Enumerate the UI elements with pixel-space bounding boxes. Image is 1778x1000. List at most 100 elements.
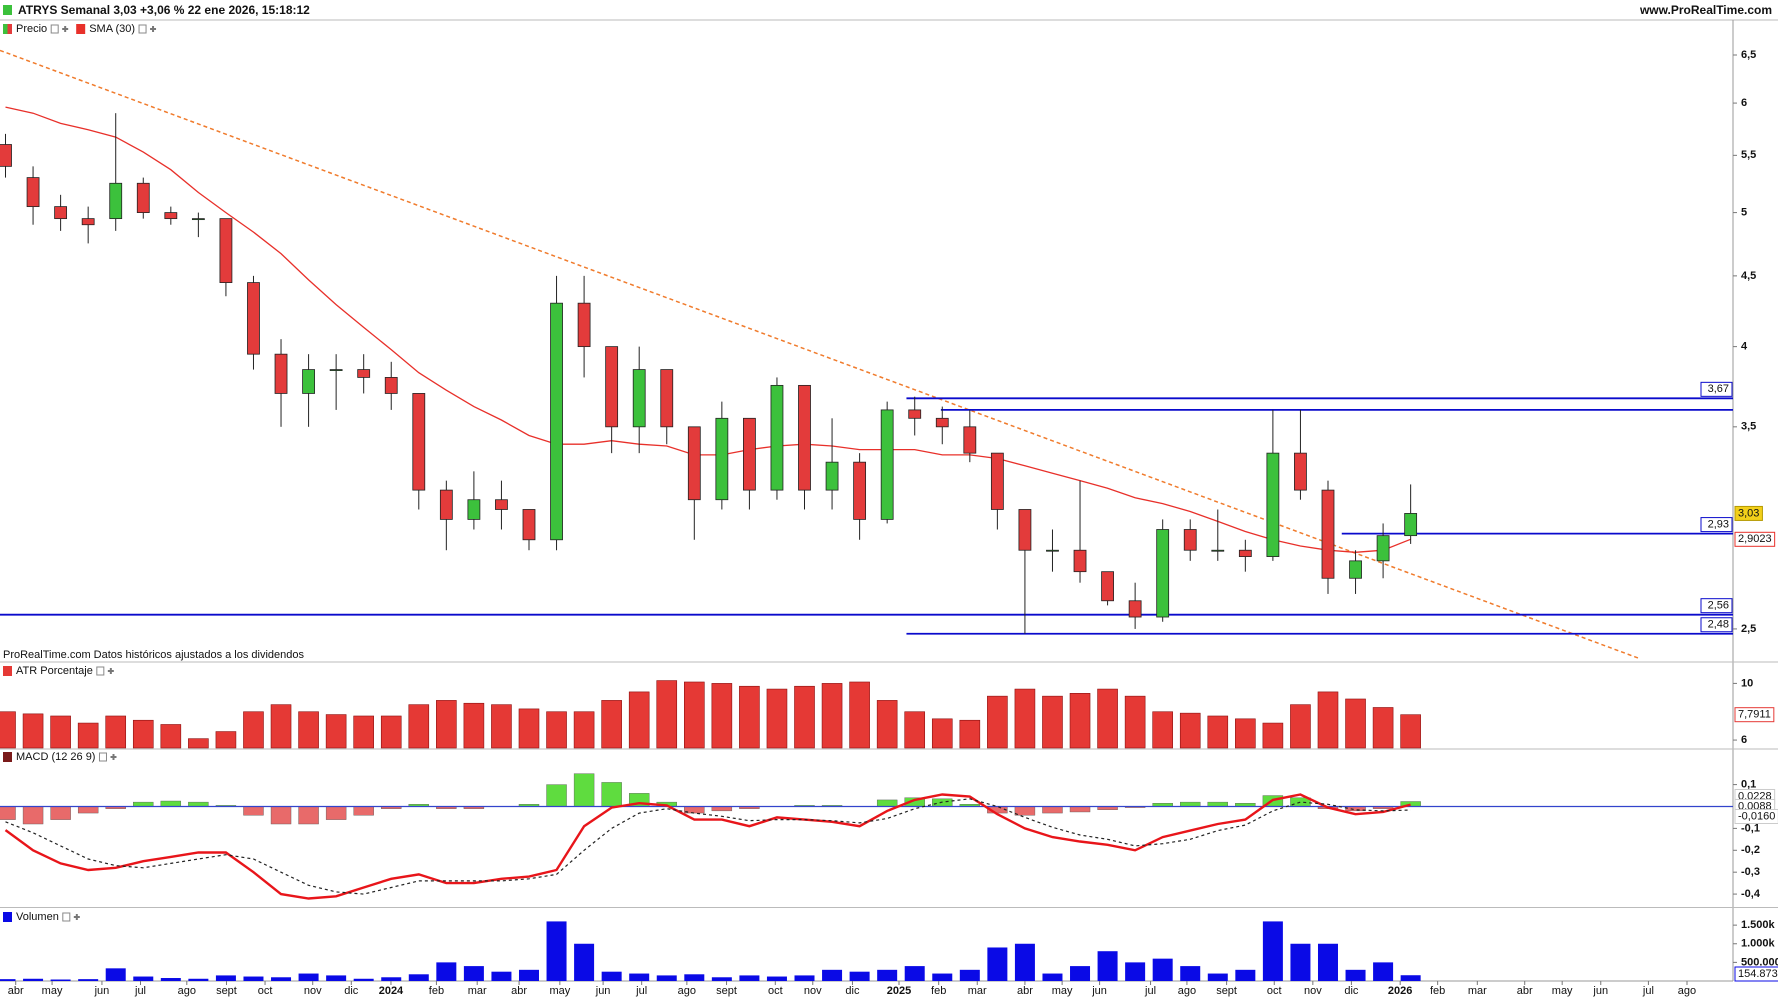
bar (821, 683, 843, 749)
y-tick-label: 10 (1741, 677, 1753, 689)
legend-label[interactable]: MACD (12 26 9) (16, 751, 95, 763)
legend-settings-icon[interactable] (96, 666, 105, 676)
candle-body (495, 499, 508, 510)
macd-histogram-bar (325, 806, 347, 820)
bar (160, 978, 181, 981)
candle-body (1349, 560, 1362, 579)
macd-histogram-bar (243, 806, 264, 816)
macd-histogram-bar (270, 806, 292, 825)
candle-body (908, 409, 922, 419)
x-tick-label: nov (1304, 985, 1322, 997)
bar (601, 971, 622, 981)
bar (684, 681, 705, 749)
legend-label[interactable]: ATR Porcentaje (16, 665, 93, 677)
macd-histogram-bar (1014, 806, 1036, 816)
legend-label[interactable]: Precio (16, 23, 47, 35)
x-tick-label: abr (1017, 985, 1033, 997)
legend-label[interactable]: SMA (30) (89, 23, 135, 35)
y-tick-label: 0,1 (1741, 779, 1756, 791)
legend-settings-icon[interactable] (50, 24, 59, 34)
bar (215, 975, 236, 981)
x-tick-label: feb (931, 985, 946, 997)
x-tick-label: jul (1144, 985, 1156, 997)
candle-body (1404, 513, 1418, 537)
x-tick-label: sept (716, 985, 737, 997)
bar (711, 977, 732, 981)
bar (491, 704, 512, 749)
legend-label[interactable]: Volumen (16, 911, 59, 923)
legend-settings-icon[interactable] (62, 912, 71, 922)
legend-swatch (3, 752, 12, 762)
macd-line (4, 793, 1411, 900)
bar (1400, 714, 1421, 749)
bar (105, 715, 127, 749)
bar (436, 700, 457, 749)
sma-line (5, 106, 1411, 553)
bar (1179, 712, 1201, 749)
candle-body (191, 218, 205, 221)
macd-histogram-bar (77, 806, 99, 814)
bar (1235, 969, 1256, 981)
candle-body (880, 409, 894, 520)
bar (77, 722, 99, 749)
macd-histogram-bar (1207, 801, 1228, 807)
bar (959, 719, 981, 749)
y-tick-label: -0,2 (1741, 844, 1760, 856)
x-tick-label: dic (344, 985, 359, 997)
bar (1262, 722, 1284, 749)
candle-body (467, 499, 481, 520)
candle-body (522, 509, 536, 541)
bar (1235, 718, 1256, 749)
y-tick-label: 5,5 (1741, 149, 1756, 161)
bar (684, 974, 705, 981)
bar (353, 715, 374, 749)
legend-settings-icon[interactable] (138, 24, 147, 34)
x-tick-label: jul (635, 985, 647, 997)
legend-swatch (3, 912, 12, 922)
bar (629, 973, 650, 981)
y-tick-label: -0,1 (1741, 822, 1760, 834)
footnote: ProRealTime.com Datos históricos ajustad… (3, 649, 305, 661)
bar (1070, 966, 1091, 981)
candle-body (219, 218, 233, 283)
bar (959, 969, 980, 981)
bar (380, 715, 402, 749)
candle-body (825, 461, 839, 491)
candle-body (329, 369, 343, 371)
bar (78, 979, 99, 981)
candle-body (632, 369, 646, 428)
candle-body (605, 346, 619, 428)
level-label-box (1700, 517, 1733, 533)
bar (463, 966, 484, 981)
candle-body (990, 452, 1004, 510)
bar (656, 975, 677, 981)
header-icon (3, 5, 12, 15)
x-tick-label: ago (678, 985, 696, 997)
candle-body (81, 218, 95, 226)
x-tick-label: may (42, 985, 63, 997)
bar (1290, 943, 1311, 981)
x-tick-label: oct (1267, 985, 1282, 997)
macd-histogram-bar (1042, 806, 1063, 814)
bar (408, 974, 429, 981)
candle-body (577, 302, 591, 348)
x-tick-label: jul (1642, 985, 1654, 997)
macd-histogram-bar (0, 806, 16, 820)
bar (932, 973, 953, 981)
y-tick-label: 6,5 (1741, 49, 1756, 61)
header-site[interactable]: www.ProRealTime.com (1639, 3, 1772, 17)
candle-body (1376, 535, 1390, 562)
x-tick-label: 2024 (379, 985, 404, 997)
candle-body (743, 417, 756, 491)
bar (381, 977, 402, 981)
bar (1345, 698, 1366, 749)
candle-body (1183, 529, 1197, 551)
legend-settings-icon[interactable] (98, 752, 107, 762)
level-label-box (1700, 381, 1733, 397)
bar (298, 973, 319, 981)
bar (1207, 715, 1229, 749)
y-tick-label: 4,5 (1741, 270, 1756, 282)
candle-body (715, 417, 729, 501)
level-label: 2,56 (1708, 600, 1729, 612)
x-tick-label: ago (1178, 985, 1196, 997)
